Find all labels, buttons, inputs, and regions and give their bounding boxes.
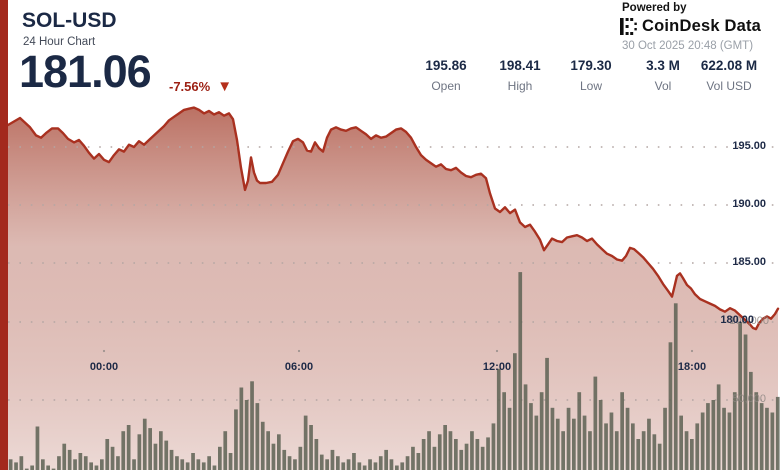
powered-by-label: Powered by	[622, 2, 687, 14]
stat-high: 198.41 High	[484, 58, 556, 93]
coindesk-logo-icon	[620, 18, 637, 35]
time-tick-0600: 06:00	[284, 361, 314, 373]
instrument-symbol: SOL-USD	[22, 9, 117, 32]
price-change: -7.56% ▼	[169, 79, 232, 94]
chart-subtitle: 24 Hour Chart	[23, 36, 96, 48]
stat-open-label: Open	[431, 79, 461, 93]
stat-vol-label: Vol	[654, 79, 672, 93]
price-tick-195: 195.00	[732, 140, 766, 152]
stat-low: 179.30 Low	[555, 58, 627, 93]
last-price: 181.06	[19, 46, 152, 97]
stat-open-value: 195.86	[425, 58, 467, 73]
stat-high-value: 198.41	[499, 58, 541, 73]
arrow-down-icon: ▼	[217, 78, 233, 95]
left-accent-stripe	[0, 0, 8, 470]
brand-name: CoinDesk Data	[642, 17, 762, 35]
stat-open: 195.86 Open	[410, 58, 482, 93]
stat-low-label: Low	[579, 79, 602, 93]
price-tick-185: 185.00	[732, 256, 766, 268]
chart-timestamp: 30 Oct 2025 20:48 (GMT)	[622, 40, 754, 52]
price-tick-180: 180.00	[720, 314, 754, 326]
coindesk-brand: CoinDesk Data	[620, 17, 761, 36]
stat-vol: 3.3 M Vol	[627, 58, 699, 93]
change-percent: -7.56%	[169, 79, 211, 94]
stat-vol-usd-value: 622.08 M	[700, 58, 758, 73]
stat-vol-value: 3.3 M	[646, 58, 680, 73]
time-tick-1200: 12:00	[482, 361, 512, 373]
volume-tick-100k: 100,000	[729, 315, 769, 327]
time-tick-1800: 18:00	[677, 361, 707, 373]
price-tick-190: 190.00	[732, 198, 766, 210]
stat-low-value: 179.30	[570, 58, 612, 73]
stat-high-label: High	[507, 79, 533, 93]
stat-vol-usd-label: Vol USD	[706, 79, 752, 93]
time-tick-0000: 00:00	[89, 361, 119, 373]
volume-tick-50k: 50,000	[732, 393, 766, 405]
stat-vol-usd: 622.08 M Vol USD	[691, 58, 767, 93]
